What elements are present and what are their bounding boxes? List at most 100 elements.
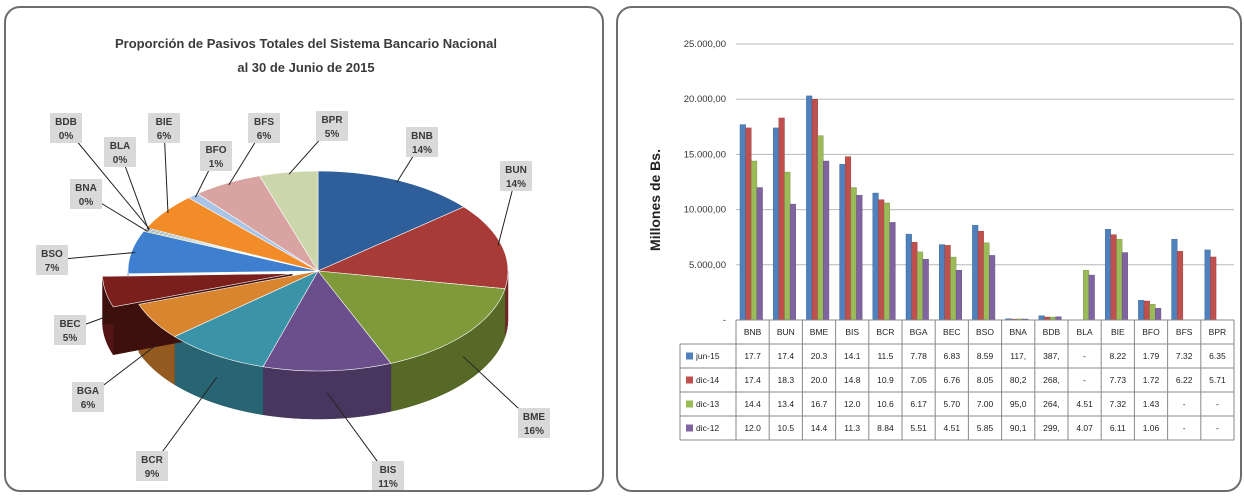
bar-dic-14-bme xyxy=(811,98,818,321)
pie-label-box-bpr xyxy=(316,111,348,141)
pie-pct-bdb: 0% xyxy=(59,131,74,142)
table-cell: 6.83 xyxy=(944,351,961,361)
pie-label-bfo: BFO xyxy=(205,145,226,156)
pie-label-bec: BEC xyxy=(59,319,80,330)
bar-category-label: BNA xyxy=(1009,327,1027,337)
pie-label-bso: BSO xyxy=(41,249,63,260)
bar-dic-14-bga xyxy=(911,241,918,321)
bar-dic-14-bcr xyxy=(878,199,885,321)
bar-dic-14-bnb xyxy=(745,127,752,321)
pie-label-box-bga xyxy=(72,382,104,412)
bar-jun-15-bcr xyxy=(872,192,879,321)
pie-slice-bcr xyxy=(173,270,319,368)
table-cell: - xyxy=(1183,423,1186,433)
bar-dic-14-bfs xyxy=(1177,251,1184,321)
pie-pct-bpr: 5% xyxy=(325,129,340,140)
table-cell: 90,1 xyxy=(1010,423,1027,433)
table-cell: - xyxy=(1216,423,1219,433)
bar-series xyxy=(739,95,1217,321)
pie-pct-bfo: 1% xyxy=(209,159,224,170)
bar-category-label: BLA xyxy=(1077,327,1093,337)
pie-label-bme: BME xyxy=(523,412,546,423)
table-cell: 10.6 xyxy=(877,399,894,409)
bar-dic-14-bie xyxy=(1110,234,1117,321)
bar-dic-12-bla xyxy=(1088,274,1095,321)
pie-label-box-bso xyxy=(36,245,68,275)
table-cell: 16.7 xyxy=(811,399,828,409)
pie-pct-bme: 16% xyxy=(524,426,544,437)
pie-label-bnb: BNB xyxy=(411,131,433,142)
table-cell: 4.51 xyxy=(944,423,961,433)
bar-dic-13-bec xyxy=(950,256,957,321)
legend-swatch-dic-13 xyxy=(686,400,693,408)
bar-dic-14-bso xyxy=(977,230,984,321)
table-cell: 6.76 xyxy=(944,375,961,385)
pie-label-bga: BGA xyxy=(77,386,99,397)
table-cell: 8.84 xyxy=(877,423,894,433)
pie-slice-bis xyxy=(262,270,392,372)
pie-label-box-bme xyxy=(518,408,550,438)
bar-category-label: BIE xyxy=(1111,327,1125,337)
table-cell: 8.05 xyxy=(977,375,994,385)
table-cell: 11.3 xyxy=(844,423,860,433)
bar-dic-14-bfo xyxy=(1143,300,1150,321)
bar-dic-14-bec xyxy=(944,245,951,321)
table-cell: 17.4 xyxy=(778,351,795,361)
table-cell: - xyxy=(1183,399,1186,409)
bar-ytick-label: 5.000,00 xyxy=(689,260,726,271)
table-cell: 387, xyxy=(1043,351,1060,361)
pie-label-box-bla xyxy=(104,137,136,167)
table-cell: 10.9 xyxy=(877,375,894,385)
pie-slice-bec xyxy=(102,273,293,308)
pie-leader-bdb xyxy=(65,127,150,230)
bar-dic-13-bfo xyxy=(1149,304,1156,321)
bar-dic-13-bie xyxy=(1116,238,1123,321)
bar-category-label: BGA xyxy=(910,327,928,337)
pie-labels: BNB 14% BUN 14% BME 16% BIS 11% BCR 9% BGA 6% BEC 5% B… xyxy=(36,111,550,490)
pie-slice-bfs xyxy=(196,175,319,272)
bar-jun-15-bfo xyxy=(1138,300,1145,321)
bar-ytick-label: 15.000,00 xyxy=(684,149,726,160)
pie-slice-bso xyxy=(127,230,319,275)
pie-label-box-bnb xyxy=(406,127,438,157)
table-cell: 5.71 xyxy=(1209,375,1226,385)
pie-slices xyxy=(102,170,509,372)
table-cell: 8.22 xyxy=(1110,351,1127,361)
pie-label-box-bna xyxy=(70,179,102,209)
bar-category-label: BUN xyxy=(777,327,795,337)
table-cell: 10.5 xyxy=(778,423,795,433)
pie-pct-bga: 6% xyxy=(81,400,96,411)
pie-label-box-bfo xyxy=(200,141,232,171)
bar-category-label: BFS xyxy=(1176,327,1193,337)
table-cell: 7.00 xyxy=(977,399,994,409)
table-cell: 20.0 xyxy=(811,375,828,385)
table-cell: - xyxy=(1216,399,1219,409)
bar-dic-14-bis xyxy=(845,156,852,321)
table-cell: 299, xyxy=(1043,423,1060,433)
bar-ytick-label: - xyxy=(723,315,726,326)
pie-label-box-bis xyxy=(372,461,404,490)
bar-jun-15-bso xyxy=(972,224,979,321)
pie-title-line-1: Proporción de Pasivos Totales del Sistem… xyxy=(115,36,497,51)
pie-pct-bie: 6% xyxy=(157,131,172,142)
pie-label-bcr: BCR xyxy=(141,455,163,466)
table-cell: 12.0 xyxy=(844,399,861,409)
pie-pct-bla: 0% xyxy=(113,155,128,166)
pie-slice-bme xyxy=(317,270,506,364)
bar-ytick-label: 25.000,00 xyxy=(684,39,726,50)
bar-dic-13-bcr xyxy=(883,202,890,321)
pie-label-box-bie xyxy=(148,113,180,143)
bar-dic-12-bfo xyxy=(1155,308,1162,321)
table-cell: 6.35 xyxy=(1209,351,1226,361)
bar-ylabel: Millones de Bs. xyxy=(647,149,663,251)
pie-pct-bnb: 14% xyxy=(412,145,432,156)
table-cell: 7.78 xyxy=(910,351,927,361)
legend-swatch-jun-15 xyxy=(686,352,693,360)
legend-label-dic-12: dic-12 xyxy=(696,423,719,433)
pie-label-box-bdb xyxy=(50,113,82,143)
table-cell: 1.79 xyxy=(1143,351,1160,361)
table-cell: 18.3 xyxy=(778,375,795,385)
pie-label-bfs: BFS xyxy=(254,117,274,128)
table-cell: 14.4 xyxy=(811,423,828,433)
data-table: BNB BUN BME BIS BCR BGA BEC BSO BNA BDB BLA BIE BFO B… xyxy=(679,319,1235,441)
